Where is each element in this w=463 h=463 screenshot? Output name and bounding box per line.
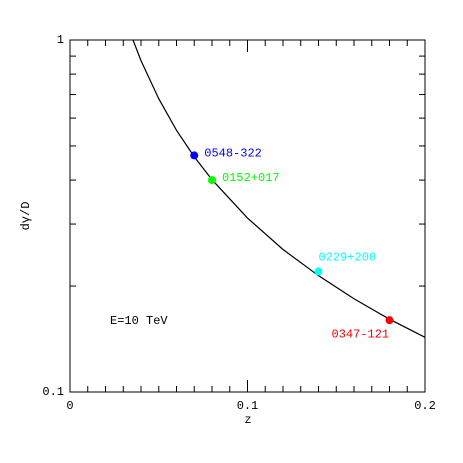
x-tick-label: 0: [66, 399, 73, 413]
point-label: 0229+200: [319, 251, 377, 265]
data-point: [385, 316, 394, 325]
point-label: 0347-121: [332, 327, 390, 341]
annotation: E=10 TeV: [110, 314, 168, 328]
data-point: [314, 267, 323, 276]
curve: [132, 39, 426, 338]
point-label: 0152+017: [222, 171, 280, 185]
y-tick-label: 0.1: [42, 385, 64, 399]
x-axis-label: z: [244, 413, 251, 427]
x-tick-label: 0.1: [237, 399, 259, 413]
point-label: 0548-322: [204, 147, 262, 161]
y-tick-label: 1: [57, 33, 64, 47]
y-axis-label: dγ/D: [19, 202, 33, 231]
data-point: [190, 151, 199, 160]
data-point: [208, 176, 216, 185]
x-tick-label: 0.2: [414, 399, 436, 413]
